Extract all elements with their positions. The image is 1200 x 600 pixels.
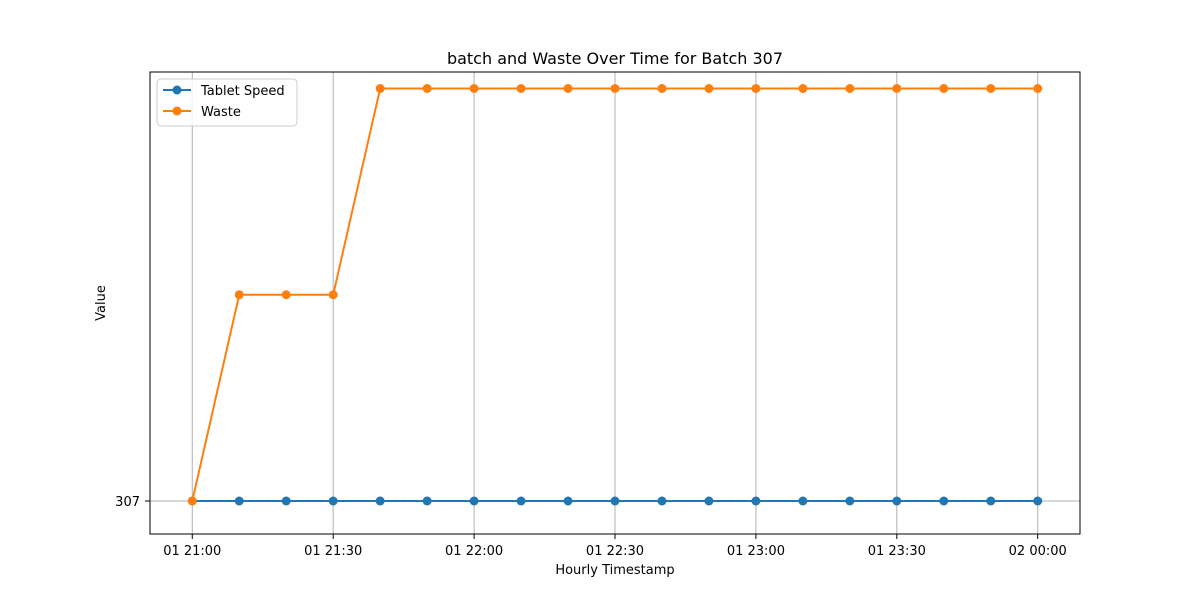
legend-marker-tablet-speed bbox=[172, 85, 182, 95]
data-point-tablet-speed bbox=[375, 496, 385, 506]
series-layer bbox=[187, 84, 1043, 506]
x-tick-label: 01 21:00 bbox=[163, 544, 221, 559]
data-point-waste bbox=[610, 84, 620, 93]
data-point-tablet-speed bbox=[234, 496, 244, 506]
y-axis-label: Value bbox=[94, 285, 109, 321]
data-point-tablet-speed bbox=[751, 496, 761, 506]
data-point-waste bbox=[939, 84, 949, 93]
legend: Tablet Speed Waste bbox=[156, 78, 298, 127]
y-axis: 307 bbox=[115, 495, 150, 510]
x-axis: 01 21:00 01 21:30 01 22:00 01 22:30 01 23:00… bbox=[163, 534, 1067, 559]
data-point-tablet-speed bbox=[939, 496, 949, 506]
x-tick-label: 01 23:30 bbox=[868, 544, 926, 559]
data-point-tablet-speed bbox=[704, 496, 714, 506]
x-tick-label: 01 22:00 bbox=[445, 544, 503, 559]
data-point-tablet-speed bbox=[610, 496, 620, 506]
data-point-waste bbox=[751, 84, 761, 93]
data-point-waste bbox=[328, 290, 338, 300]
legend-marker-waste bbox=[172, 106, 182, 116]
legend-label-tablet-speed: Tablet Speed bbox=[200, 84, 285, 99]
legend-label-waste: Waste bbox=[201, 105, 241, 120]
data-point-tablet-speed bbox=[281, 496, 291, 506]
y-tick-label: 307 bbox=[115, 495, 140, 510]
series-waste bbox=[187, 84, 1043, 506]
data-point-waste bbox=[422, 84, 432, 93]
data-point-tablet-speed bbox=[845, 496, 855, 506]
x-tick-label: 01 23:00 bbox=[727, 544, 785, 559]
data-point-waste bbox=[845, 84, 855, 93]
data-point-waste bbox=[657, 84, 667, 93]
x-tick-label: 01 21:30 bbox=[304, 544, 362, 559]
data-point-tablet-speed bbox=[328, 496, 338, 506]
data-point-tablet-speed bbox=[1033, 496, 1043, 506]
data-point-tablet-speed bbox=[422, 496, 432, 506]
data-point-waste bbox=[563, 84, 573, 93]
data-point-waste bbox=[187, 496, 197, 506]
data-point-waste bbox=[1033, 84, 1043, 93]
chart-title: batch and Waste Over Time for Batch 307 bbox=[447, 49, 783, 68]
legend-box bbox=[156, 78, 298, 127]
data-point-waste bbox=[798, 84, 808, 93]
x-tick-label: 02 00:00 bbox=[1009, 544, 1067, 559]
data-point-tablet-speed bbox=[798, 496, 808, 506]
x-axis-label: Hourly Timestamp bbox=[555, 563, 674, 578]
data-point-waste bbox=[892, 84, 902, 93]
data-point-waste bbox=[281, 290, 291, 300]
data-point-waste bbox=[234, 290, 244, 300]
data-point-tablet-speed bbox=[892, 496, 902, 506]
data-point-waste bbox=[704, 84, 714, 93]
data-point-tablet-speed bbox=[516, 496, 526, 506]
data-point-waste bbox=[986, 84, 996, 93]
data-point-tablet-speed bbox=[469, 496, 479, 506]
x-tick-label: 01 22:30 bbox=[586, 544, 644, 559]
data-point-tablet-speed bbox=[986, 496, 996, 506]
data-point-waste bbox=[469, 84, 479, 93]
data-point-waste bbox=[516, 84, 526, 93]
data-point-tablet-speed bbox=[563, 496, 573, 506]
data-point-waste bbox=[375, 84, 385, 93]
data-point-tablet-speed bbox=[657, 496, 667, 506]
